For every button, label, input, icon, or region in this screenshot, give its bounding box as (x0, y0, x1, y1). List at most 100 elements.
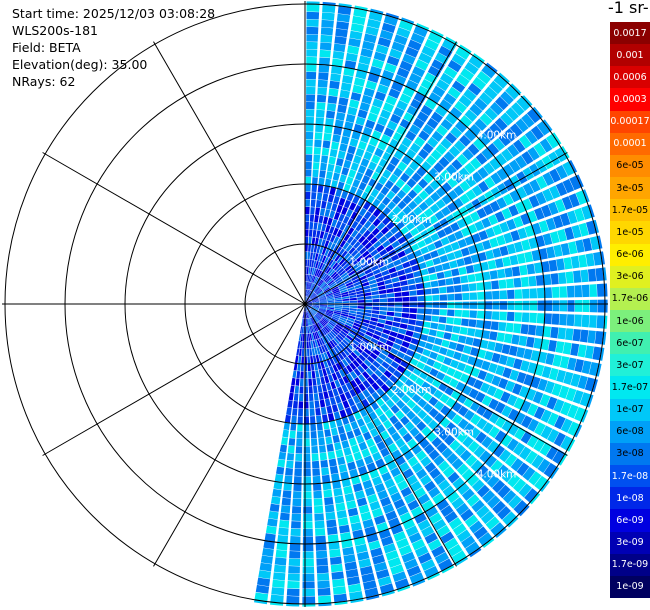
data-gate (346, 319, 354, 325)
data-gate (307, 318, 310, 326)
data-gate (305, 176, 312, 185)
data-gate (308, 386, 313, 394)
data-gate (521, 151, 534, 165)
data-gate (363, 229, 371, 238)
data-gate (337, 150, 346, 160)
data-gate (507, 473, 521, 488)
data-gate (326, 359, 332, 367)
data-gate (468, 319, 477, 328)
data-gate (536, 313, 545, 324)
data-gate (484, 301, 493, 310)
data-gate (323, 360, 329, 368)
data-gate (363, 211, 372, 220)
data-gate (349, 590, 363, 601)
data-gate (416, 289, 425, 296)
data-gate (463, 256, 473, 265)
data-gate (373, 330, 382, 337)
data-gate (388, 173, 399, 184)
data-gate (366, 272, 374, 278)
data-gate (313, 483, 322, 491)
data-gate (455, 343, 465, 353)
data-gate (469, 211, 480, 222)
data-gate (402, 86, 415, 98)
data-gate (381, 270, 390, 277)
data-gate (500, 434, 513, 447)
data-gate (308, 229, 313, 237)
data-gate (382, 169, 392, 179)
colorbar-level-label: 1.7e-06 (611, 293, 649, 305)
data-gate (469, 157, 482, 170)
data-gate (462, 148, 474, 161)
data-gate (506, 394, 518, 407)
data-gate (431, 287, 440, 295)
colorbar-level: 3e-06 (610, 265, 650, 288)
data-gate (460, 353, 470, 363)
data-gate (359, 565, 374, 576)
data-gate (330, 271, 337, 278)
data-gate (352, 178, 361, 188)
data-gate (473, 379, 484, 390)
data-gate (329, 226, 335, 235)
data-gate (552, 354, 562, 367)
data-gate (587, 268, 597, 282)
data-gate (380, 447, 390, 458)
data-gate (358, 558, 372, 568)
data-gate (311, 308, 318, 313)
data-gate (345, 454, 354, 464)
data-gate (331, 286, 339, 291)
data-gate (329, 269, 336, 277)
data-gate (315, 261, 319, 269)
data-gate (350, 327, 359, 334)
data-gate (299, 378, 304, 387)
data-gate (314, 513, 325, 521)
data-gate (542, 172, 555, 186)
data-gate (318, 346, 324, 354)
data-gate (302, 551, 314, 559)
data-gate (456, 153, 469, 166)
data-gate (296, 438, 303, 447)
data-gate (354, 232, 363, 241)
data-gate (453, 284, 462, 293)
data-gate (310, 295, 317, 300)
data-gate (342, 367, 350, 376)
data-gate (311, 237, 316, 245)
data-gate (565, 271, 574, 284)
data-gate (306, 19, 319, 27)
data-gate (402, 307, 410, 313)
data-gate (412, 117, 425, 129)
data-gate (516, 171, 528, 184)
data-gate (505, 380, 516, 393)
data-gate (492, 138, 506, 151)
data-gate (545, 217, 556, 231)
data-gate (436, 79, 450, 92)
data-gate (337, 267, 345, 275)
data-gate (312, 332, 317, 340)
data-gate (321, 223, 327, 232)
data-gate (447, 471, 460, 484)
data-gate (360, 48, 373, 58)
data-gate (421, 160, 432, 172)
data-gate (499, 290, 508, 300)
data-gate (362, 479, 373, 490)
data-gate (454, 100, 468, 114)
data-gate (361, 94, 373, 105)
data-gate (320, 282, 327, 289)
data-gate (355, 317, 363, 322)
data-gate (526, 108, 541, 124)
data-gate (325, 224, 331, 233)
data-gate (498, 354, 508, 366)
data-gate (307, 290, 311, 298)
data-gate (317, 587, 331, 596)
data-gate (352, 278, 360, 284)
data-gate (506, 311, 515, 322)
data-gate (499, 301, 508, 310)
data-gate (310, 431, 317, 439)
data-gate (390, 254, 400, 262)
data-gate (597, 235, 603, 249)
data-gate (392, 571, 407, 582)
data-gate (331, 317, 339, 323)
data-gate (569, 175, 582, 191)
data-gate (331, 329, 339, 336)
data-gate (345, 407, 353, 416)
data-gate (368, 279, 377, 285)
